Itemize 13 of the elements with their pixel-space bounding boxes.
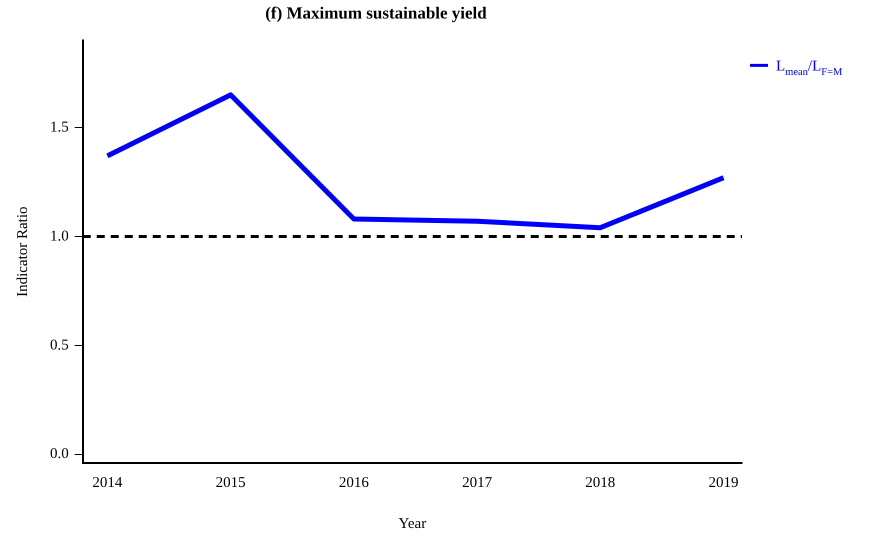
x-tick-label: 2017 [462,474,493,491]
y-tick-label: 1.0 [50,228,69,244]
x-axis-title: Year [398,516,426,532]
y-tick-label: 1.5 [50,119,69,136]
x-tick-label: 2018 [585,474,616,491]
x-tick-label: 2019 [708,474,739,491]
y-tick-label: 0.0 [50,446,69,462]
x-tick-label: 2016 [338,474,370,491]
x-tick-label: 2015 [216,474,246,491]
x-tick-label: 2014 [92,474,123,491]
y-tick-label: 0.5 [50,337,69,354]
chart-title: (f) Maximum sustainable yield [265,4,488,23]
y-axis-title: Indicator Ratio [14,206,31,297]
